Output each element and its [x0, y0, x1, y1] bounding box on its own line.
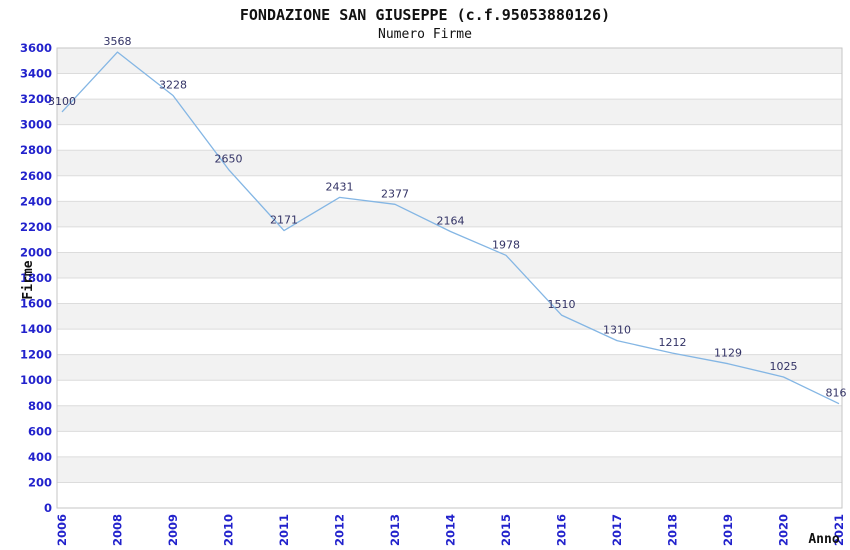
data-label: 2377 [381, 187, 409, 200]
y-axis-title: Firme [21, 260, 36, 299]
x-tick-label: 2008 [111, 514, 125, 546]
x-tick-label: 2016 [555, 514, 569, 546]
x-axis-title: Anno [808, 532, 839, 547]
grid-band [57, 405, 842, 432]
grid-band [57, 201, 842, 227]
y-tick-label: 2800 [20, 143, 52, 157]
y-tick-label: 800 [28, 399, 52, 413]
x-tick-label: 2010 [222, 514, 236, 546]
grid-band [57, 48, 842, 74]
data-label: 2650 [215, 152, 243, 165]
x-tick-label: 2014 [444, 514, 458, 546]
chart-subtitle: Numero Firme [378, 27, 472, 42]
data-label: 1025 [770, 360, 798, 373]
y-tick-label: 200 [28, 475, 52, 489]
x-tick-label: 2019 [721, 514, 735, 546]
data-label: 1310 [603, 324, 631, 337]
x-tick-label: 2017 [610, 514, 624, 546]
grid-band [57, 354, 842, 381]
y-tick-label: 2600 [20, 169, 52, 183]
y-tick-label: 2400 [20, 194, 52, 208]
y-tick-label: 3600 [20, 41, 52, 55]
chart-title: FONDAZIONE SAN GIUSEPPE (c.f.95053880126… [239, 6, 611, 24]
x-tick-label: 2012 [333, 514, 347, 546]
data-line [61, 51, 840, 405]
y-tick-label: 2000 [20, 245, 52, 259]
grid-band [57, 150, 842, 176]
y-tick-label: 1400 [20, 322, 52, 336]
data-label: 3100 [48, 95, 76, 108]
data-label: 2171 [270, 214, 298, 227]
x-tick-label: 2015 [499, 514, 513, 546]
x-tick-label: 2006 [55, 514, 69, 546]
grid-band [57, 99, 842, 125]
data-label: 816 [826, 387, 847, 400]
x-tick-label: 2013 [388, 514, 402, 546]
y-tick-label: 1600 [20, 297, 52, 311]
x-tick-label: 2011 [277, 514, 291, 546]
y-tick-label: 1200 [20, 348, 52, 362]
grid-band [57, 252, 842, 278]
y-tick-label: 1800 [20, 271, 52, 285]
data-label: 1978 [492, 238, 520, 251]
y-tick-label: 3400 [20, 67, 52, 81]
y-tick-label: 3000 [20, 118, 52, 132]
y-tick-label: 0 [44, 501, 52, 515]
y-tick-label: 600 [28, 424, 52, 438]
data-label: 3568 [104, 35, 132, 48]
grid-band [57, 303, 842, 330]
data-label: 2431 [326, 180, 354, 193]
x-tick-label: 2020 [777, 514, 791, 546]
data-label: 1129 [714, 347, 742, 360]
data-label: 1212 [659, 336, 687, 349]
grid-band [57, 456, 842, 483]
y-tick-label: 1000 [20, 373, 52, 387]
x-tick-label: 2018 [666, 514, 680, 546]
data-label: 3228 [159, 79, 187, 92]
data-label: 2164 [437, 214, 465, 227]
x-tick-label: 2021 [832, 514, 846, 546]
data-label: 1510 [548, 298, 576, 311]
y-tick-label: 3200 [20, 92, 52, 106]
plot-border [56, 47, 843, 509]
x-tick-label: 2009 [166, 514, 180, 546]
y-tick-label: 400 [28, 450, 52, 464]
y-tick-label: 2200 [20, 220, 52, 234]
